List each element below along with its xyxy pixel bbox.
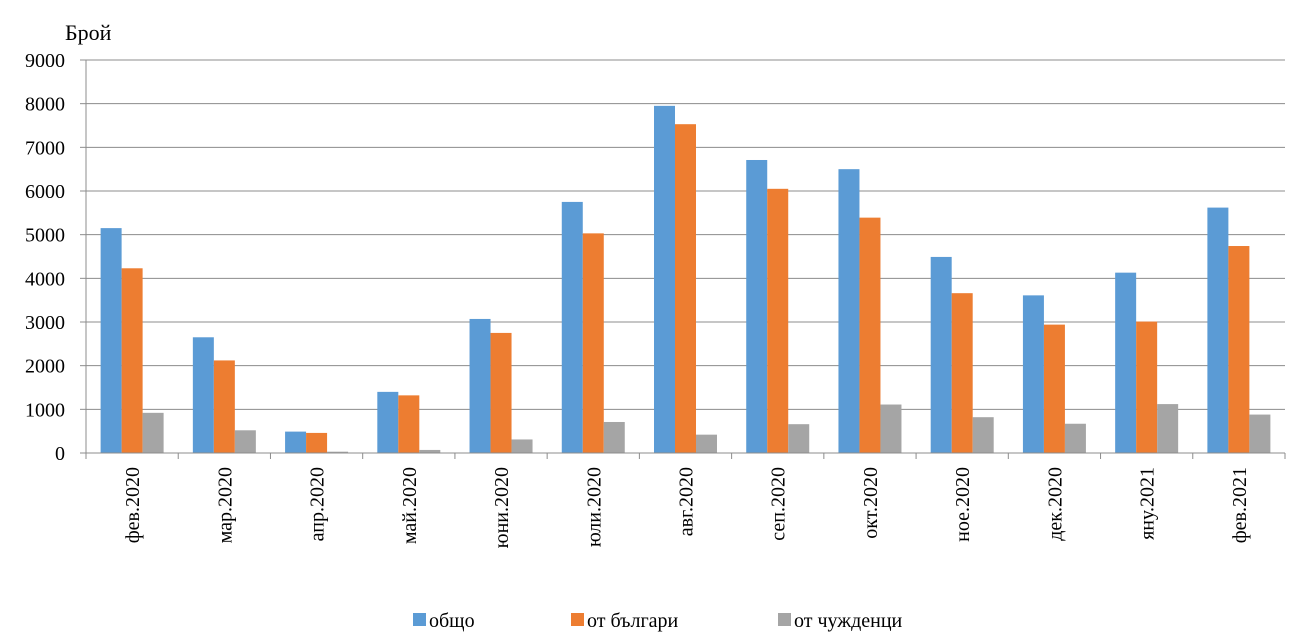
- bar: [859, 217, 881, 453]
- x-axis-ticks: фев.2020 мар.2020 апр.2020 май.2020 юни.2020…: [85, 453, 1286, 548]
- bar: [327, 451, 349, 453]
- bar: [398, 395, 420, 453]
- x-tick-label: дек.2020: [1044, 467, 1066, 541]
- x-tick-label: фев.2020: [122, 467, 144, 543]
- legend-swatch: [778, 613, 791, 626]
- legend: общо от българи от чужденци: [413, 610, 903, 632]
- bar: [285, 431, 307, 453]
- y-tick-label: 7000: [25, 137, 65, 159]
- y-tick-label: 0: [55, 443, 65, 465]
- y-tick-label: 9000: [25, 50, 65, 72]
- bar: [767, 188, 789, 454]
- bar: [419, 449, 441, 453]
- x-tick-label: мар.2020: [214, 467, 236, 543]
- bar: [930, 256, 952, 453]
- bar: [972, 417, 994, 453]
- x-tick-label: ное.2020: [952, 467, 974, 542]
- bar: [880, 404, 902, 453]
- bar: [1064, 423, 1086, 453]
- bar: [490, 332, 512, 453]
- bar: [1115, 272, 1137, 453]
- bar: [469, 318, 491, 453]
- bar: [1157, 404, 1179, 453]
- x-tick-label: май.2020: [399, 467, 421, 544]
- bar: [603, 421, 625, 453]
- x-tick-label: фев.2021: [1229, 467, 1251, 543]
- bar: [582, 233, 604, 453]
- legend-swatch: [413, 613, 426, 626]
- bar: [306, 432, 328, 453]
- bar: [142, 412, 164, 453]
- x-tick-label: сеп.2020: [768, 467, 790, 541]
- bar: [561, 201, 583, 453]
- y-tick-label: 1000: [25, 399, 65, 421]
- bars: [100, 105, 1271, 454]
- bar: [1022, 295, 1044, 453]
- bar: [234, 430, 256, 453]
- y-tick-label: 5000: [25, 225, 65, 247]
- legend-swatch: [571, 613, 584, 626]
- legend-label: от чужденци: [794, 610, 903, 632]
- bar: [1249, 414, 1271, 453]
- bar: [746, 159, 768, 453]
- bar: [838, 169, 860, 453]
- y-axis-ticks: 0 1000 2000 3000 4000 5000 6000 7000 8000 9000: [25, 50, 86, 465]
- bar: [1207, 207, 1229, 453]
- bar: [654, 105, 675, 453]
- bar: [213, 360, 235, 453]
- x-tick-label: окт.2020: [860, 467, 882, 539]
- axes: [85, 60, 1285, 454]
- bar: [675, 124, 696, 453]
- bar: [951, 293, 973, 453]
- y-tick-label: 2000: [25, 356, 65, 378]
- bar: [788, 424, 810, 453]
- bar: [1228, 246, 1250, 453]
- x-tick-label: апр.2020: [307, 467, 329, 541]
- bar: [1043, 324, 1065, 453]
- bar: [696, 434, 717, 453]
- bar: [1136, 321, 1158, 453]
- legend-label: общо: [429, 610, 475, 632]
- y-axis-title: Брой: [65, 20, 112, 45]
- y-tick-label: 6000: [25, 181, 65, 203]
- x-tick-label: яну.2021: [1137, 467, 1159, 540]
- bar: [377, 391, 399, 453]
- x-tick-label: юли.2020: [583, 467, 605, 547]
- bar: [192, 337, 214, 453]
- y-tick-label: 4000: [25, 268, 65, 290]
- y-tick-label: 3000: [25, 312, 65, 334]
- legend-label: от българи: [587, 610, 679, 632]
- bar: [100, 228, 122, 453]
- bar: [121, 268, 143, 453]
- y-tick-label: 8000: [25, 94, 65, 116]
- x-tick-label: юни.2020: [491, 467, 513, 548]
- bar: [511, 439, 533, 453]
- x-tick-label: авг.2020: [676, 467, 698, 536]
